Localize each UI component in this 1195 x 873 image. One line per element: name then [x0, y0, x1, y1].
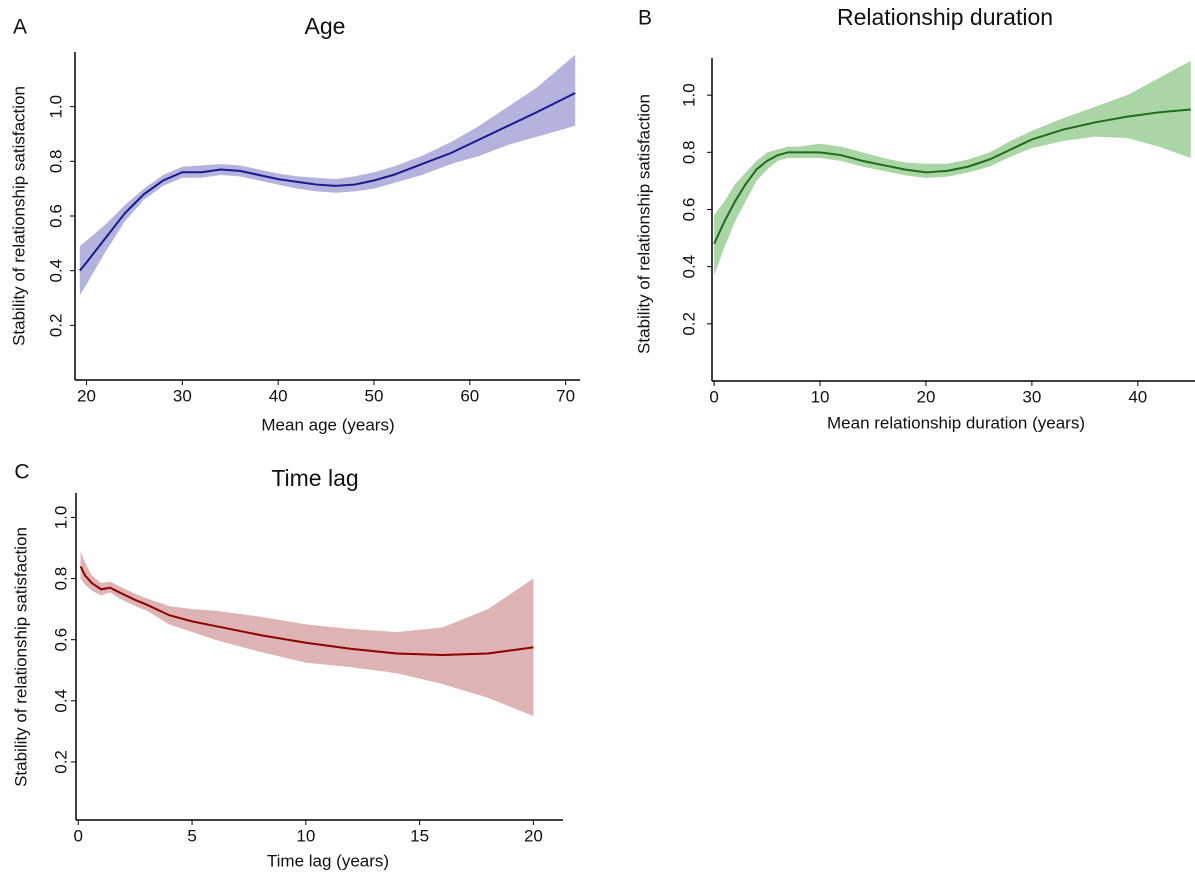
x-tick-label: 20	[77, 386, 96, 405]
y-tick-label: 0.2	[679, 312, 698, 336]
x-tick-label: 30	[173, 386, 192, 405]
x-tick-label: 20	[916, 387, 935, 406]
panel-label: A	[13, 16, 27, 39]
x-tick-label: 50	[365, 386, 384, 405]
panel-label: B	[638, 7, 652, 30]
y-tick-label: 0.8	[51, 567, 70, 591]
x-axis-label: Mean age (years)	[261, 415, 394, 434]
chart-title: Relationship duration	[837, 4, 1053, 30]
y-axis-label: Stability of relationship satisfaction	[634, 94, 653, 354]
confidence-band	[80, 551, 534, 717]
x-tick-label: 15	[410, 826, 429, 845]
y-axis-label: Stability of relationship satisfaction	[9, 86, 28, 346]
y-tick-label: 0.2	[46, 314, 65, 338]
trend-line	[79, 565, 534, 656]
confidence-band	[714, 60, 1191, 276]
confidence-band	[79, 54, 576, 296]
y-tick-label: 1.0	[679, 83, 698, 107]
y-tick-label: 0.4	[51, 689, 70, 713]
x-tick-label: 10	[811, 387, 830, 406]
y-tick-label: 0.6	[46, 204, 65, 228]
x-axis-label: Time lag (years)	[267, 851, 389, 870]
x-tick-label: 10	[296, 826, 315, 845]
y-tick-label: 0.6	[51, 628, 70, 652]
x-tick-label: 0	[74, 826, 83, 845]
y-tick-label: 0.8	[46, 150, 65, 174]
y-tick-label: 0.2	[51, 750, 70, 774]
chart-title: Age	[305, 13, 346, 39]
trend-line	[79, 92, 576, 272]
x-tick-label: 30	[1022, 387, 1041, 406]
y-tick-label: 1.0	[46, 95, 65, 119]
y-axis-label: Stability of relationship satisfaction	[11, 527, 30, 787]
y-tick-label: 0.4	[679, 255, 698, 279]
y-tick-label: 1.0	[51, 506, 70, 530]
y-tick-label: 0.6	[679, 198, 698, 222]
x-tick-label: 40	[269, 386, 288, 405]
trend-line	[713, 108, 1191, 245]
x-tick-label: 60	[460, 386, 479, 405]
x-tick-label: 0	[709, 387, 718, 406]
panel-label: C	[14, 461, 29, 484]
y-tick-label: 0.8	[679, 141, 698, 165]
y-tick-label: 0.4	[46, 259, 65, 283]
x-axis-label: Mean relationship duration (years)	[827, 413, 1085, 432]
x-tick-label: 20	[524, 826, 543, 845]
x-tick-label: 70	[556, 386, 575, 405]
x-tick-label: 5	[187, 826, 196, 845]
chart-title: Time lag	[271, 465, 358, 491]
x-tick-label: 40	[1128, 387, 1147, 406]
